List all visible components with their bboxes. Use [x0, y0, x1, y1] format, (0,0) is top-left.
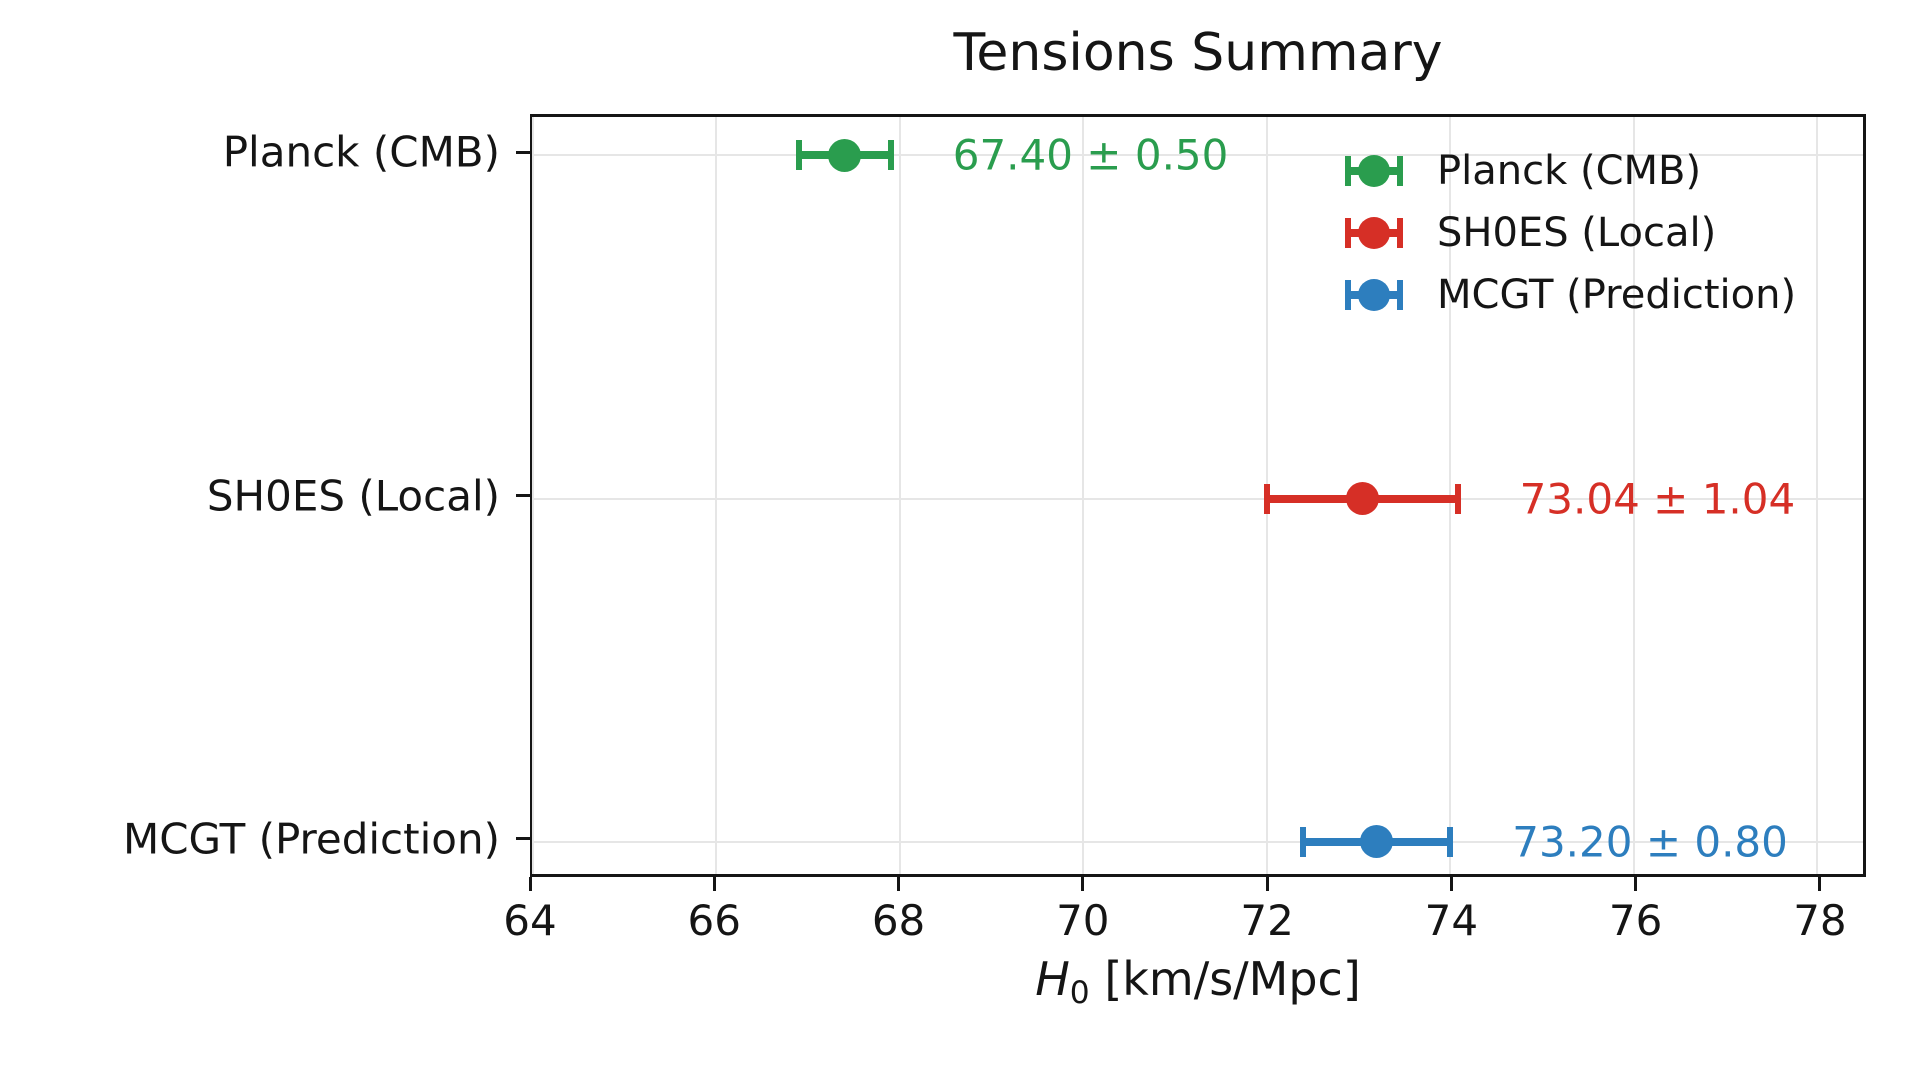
legend-errorbar-icon	[1345, 153, 1403, 189]
x-axis-subscript: 0	[1069, 974, 1090, 1011]
value-annotation: 73.20 ± 0.80	[1512, 817, 1788, 867]
x-tick-label: 74	[1424, 896, 1479, 945]
x-tick-label: 70	[1056, 896, 1110, 945]
x-tick-mark	[712, 877, 716, 891]
vertical-gridline	[715, 117, 718, 874]
errorbar-cap-left	[1300, 826, 1307, 857]
horizontal-gridline	[533, 497, 1863, 500]
y-tick-label: Planck (CMB)	[222, 127, 500, 177]
chart-title: Tensions Summary	[953, 23, 1443, 83]
x-tick-mark	[897, 877, 901, 891]
errorbar-cap-right	[1454, 483, 1461, 514]
data-point-marker	[1345, 482, 1379, 515]
horizontal-gridline	[533, 154, 1863, 157]
vertical-gridline	[1816, 117, 1819, 874]
legend-label: MCGT (Prediction)	[1437, 272, 1797, 318]
legend-errorbar-icon	[1345, 277, 1403, 313]
y-tick-label: SH0ES (Local)	[206, 471, 500, 520]
y-tick-mark	[516, 494, 530, 497]
vertical-gridline	[898, 117, 901, 874]
legend-label: SH0ES (Local)	[1437, 210, 1717, 256]
x-tick-label: 76	[1608, 896, 1663, 945]
errorbar-cap-right	[1447, 826, 1454, 857]
x-tick-mark	[1634, 877, 1638, 891]
legend-item: Planck (CMB)	[1345, 147, 1796, 195]
y-tick-mark	[516, 837, 530, 841]
legend-errorbar-cap-left	[1345, 156, 1351, 186]
data-point-marker	[828, 138, 862, 172]
vertical-gridline	[1082, 117, 1085, 874]
vertical-gridline	[1632, 117, 1635, 874]
x-tick-label: 64	[503, 896, 557, 945]
data-point-marker	[1360, 825, 1394, 859]
legend-errorbar-cap-right	[1397, 280, 1403, 310]
y-tick-label: MCGT (Prediction)	[122, 814, 500, 864]
vertical-gridline	[532, 117, 534, 874]
y-tick-mark	[516, 150, 530, 154]
legend: Planck (CMB) SH0ES (Local) MCGT (Predictio…	[1345, 147, 1796, 319]
x-tick-label: 78	[1793, 896, 1847, 945]
plot-area: 67.40 ± 0.50 73.04 ± 1.04 73.20 ± 0.80	[530, 114, 1866, 877]
legend-marker-circle	[1358, 155, 1390, 187]
legend-marker-circle	[1358, 279, 1390, 311]
value-annotation: 73.04 ± 1.04	[1519, 474, 1796, 523]
legend-errorbar-cap-right	[1397, 156, 1403, 186]
x-axis-unit: [km/s/Mpc]	[1104, 952, 1361, 1006]
legend-marker-circle	[1358, 217, 1390, 249]
x-axis-label: H0 [km/s/Mpc]	[530, 952, 1866, 1011]
x-tick-mark	[1081, 877, 1085, 891]
legend-item: MCGT (Prediction)	[1345, 271, 1796, 319]
x-tick-mark	[1449, 877, 1453, 891]
legend-errorbar-cap-right	[1397, 218, 1403, 248]
marks-layer: 67.40 ± 0.50 73.04 ± 1.04 73.20 ± 0.80	[533, 117, 1863, 874]
x-axis-symbol: H	[1035, 952, 1070, 1006]
x-tick-label: 68	[871, 896, 926, 945]
legend-errorbar-cap-left	[1345, 218, 1351, 248]
value-annotation: 67.40 ± 0.50	[952, 130, 1229, 180]
errorbar-cap-left	[796, 140, 802, 171]
legend-errorbar-icon	[1345, 215, 1403, 251]
errorbar-cap-right	[887, 140, 894, 171]
x-tick-label: 72	[1240, 896, 1294, 945]
x-tick-mark	[528, 877, 532, 891]
legend-label: Planck (CMB)	[1437, 148, 1702, 194]
errorbar-cap-left	[1263, 483, 1270, 514]
horizontal-gridline	[533, 840, 1863, 843]
x-tick-mark	[1265, 877, 1269, 891]
x-tick-label: 66	[687, 896, 741, 945]
x-tick-mark	[1818, 877, 1822, 891]
legend-errorbar-cap-left	[1345, 280, 1351, 310]
legend-item: SH0ES (Local)	[1345, 209, 1796, 257]
